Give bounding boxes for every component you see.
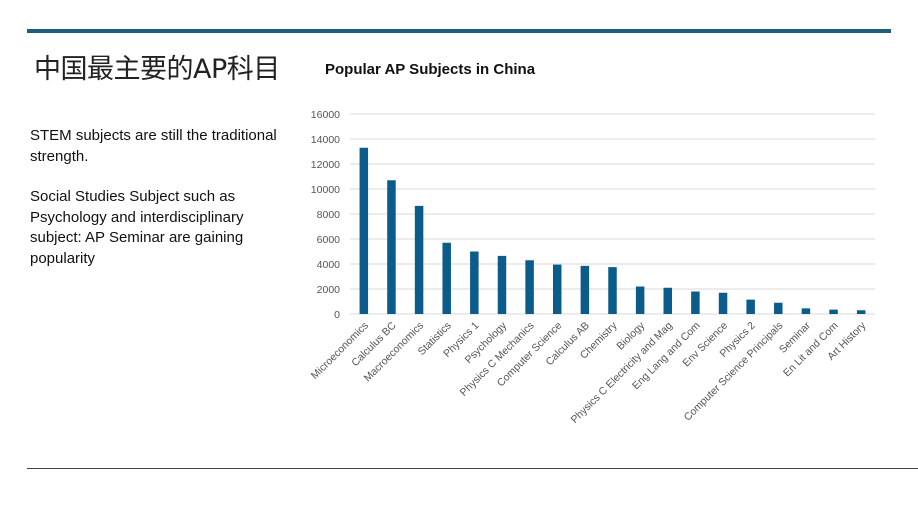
bar [635,286,645,314]
bar [829,309,838,314]
bar [608,267,617,314]
bar [470,251,479,314]
bar [359,147,369,314]
body-text: STEM subjects are still the traditional … [30,126,290,289]
bar [746,299,755,314]
bar [856,310,866,314]
paragraph-stem: STEM subjects are still the traditional … [30,127,277,165]
bar [387,180,396,314]
bar [718,292,728,314]
bar-chart: Popular AP Subjects in China 0 2000 4000 60… [290,50,890,470]
chart-canvas: 0 2000 4000 6000 8000 10000 12000 14000 16000 Mi… [309,109,875,426]
paragraph-social-studies: Social Studies Subject such as Psycholog… [30,188,244,267]
y-axis-ticks: 0 2000 4000 6000 8000 10000 12000 14000 16000 [311,109,340,321]
y-tick-label: 12000 [311,159,340,171]
bar [497,255,507,314]
bar [552,264,562,314]
y-tick-label: 14000 [311,134,340,146]
bar [663,287,673,314]
top-accent-rule [27,29,891,33]
bar [580,265,590,314]
bar [691,291,700,314]
bar [525,260,534,314]
bar [801,308,811,314]
y-tick-label: 4000 [317,259,341,271]
y-tick-label: 0 [334,309,340,321]
bar [774,302,783,314]
y-tick-label: 8000 [317,209,341,221]
bar [442,242,451,314]
chart-title: Popular AP Subjects in China [325,61,536,78]
y-tick-label: 16000 [311,109,340,121]
y-tick-label: 10000 [311,184,340,196]
y-tick-label: 2000 [317,284,341,296]
bar [414,205,424,314]
bottom-rule [27,468,918,469]
slide-title: 中国最主要的AP科目 [34,54,280,85]
bars [359,147,866,314]
y-tick-label: 6000 [317,234,341,246]
